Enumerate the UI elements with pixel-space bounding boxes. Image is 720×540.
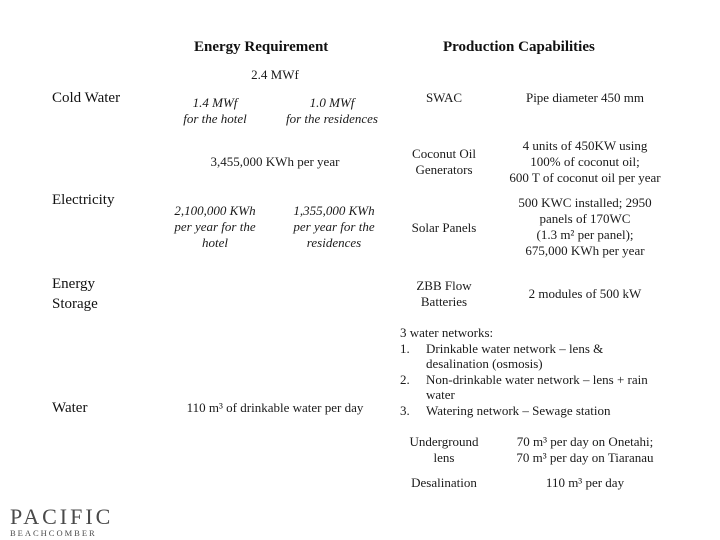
- category-energy-storage: Energy Storage: [52, 274, 98, 314]
- coconut-detail-line1: 4 units of 450KW using: [522, 138, 648, 153]
- category-energy-storage-line2: Storage: [52, 296, 98, 312]
- water-network-item-1-line2: desalination (osmosis): [426, 356, 543, 371]
- electricity-hotel-line2: per year for the: [174, 219, 256, 234]
- electricity-residences-line2: per year for the: [293, 219, 375, 234]
- coconut-detail-line2: 100% of coconut oil;: [530, 154, 640, 169]
- coconut-generators-line1: Coconut Oil: [412, 146, 476, 161]
- coconut-detail-line3: 600 T of coconut oil per year: [509, 170, 661, 185]
- underground-detail-line2: 70 m³ per day on Tiaranau: [516, 450, 654, 465]
- coconut-generators-detail: 4 units of 450KW using 100% of coconut o…: [495, 138, 675, 186]
- water-network-item-1-line1: Drinkable water network – lens &: [426, 340, 604, 356]
- logo-sub: BEACHCOMBER: [10, 528, 97, 538]
- cold-water-residences-value: 1.0 MWf: [309, 95, 355, 110]
- swac-label: SWAC: [425, 90, 463, 105]
- electricity-hotel: 2,100,000 KWh per year for the hotel: [160, 203, 270, 251]
- zbb-line1: ZBB Flow: [416, 278, 472, 293]
- electricity-residences-line1: 1,355,000 KWh: [293, 203, 375, 218]
- underground-lens-label: Underground lens: [396, 434, 492, 466]
- category-electricity: Electricity: [52, 192, 115, 208]
- pacific-beachcomber-logo: PACIFIC BEACHCOMBER: [10, 504, 114, 539]
- solar-detail-line4: 675,000 KWh per year: [525, 243, 645, 258]
- logo-name: PACIFIC: [10, 504, 114, 529]
- cold-water-hotel-value: 1.4 MWf: [192, 95, 238, 110]
- solar-detail-line1: 500 KWC installed; 2950: [518, 195, 652, 210]
- water-network-item-3-number: 3.: [400, 402, 410, 418]
- production-capabilities-header: Production Capabilities: [443, 39, 595, 55]
- category-water: Water: [52, 400, 88, 416]
- water-networks-intro: 3 water networks:: [400, 325, 494, 340]
- electricity-hotel-line3: hotel: [202, 235, 228, 250]
- cold-water-hotel-sub: for the hotel: [183, 111, 247, 126]
- cold-water-hotel: 1.4 MWf for the hotel: [165, 95, 265, 127]
- electricity-residences: 1,355,000 KWh per year for the residence…: [278, 203, 390, 251]
- swac-detail: Pipe diameter 450 mm: [525, 90, 645, 105]
- water-network-item-2-number: 2.: [400, 371, 410, 387]
- cold-water-residences: 1.0 MWf for the residences: [272, 95, 392, 127]
- water-network-item-2-line1: Non-drinkable water network – lens + rai…: [426, 371, 648, 387]
- cold-water-residences-sub: for the residences: [286, 111, 378, 126]
- water-network-item-3-line1: Watering network – Sewage station: [426, 402, 611, 418]
- underground-lens-detail: 70 m³ per day on Onetahi; 70 m³ per day …: [495, 434, 675, 466]
- electricity-total: 3,455,000 KWh per year: [210, 154, 340, 169]
- water-requirement: 110 m³ of drinkable water per day: [186, 400, 364, 415]
- coconut-generators-line2: Generators: [415, 162, 473, 177]
- water-network-item-1: 1. Drinkable water network – lens & desa…: [400, 341, 700, 372]
- zbb-batteries-detail: 2 modules of 500 kW: [528, 286, 642, 301]
- solar-panels-detail: 500 KWC installed; 2950 panels of 170WC …: [495, 195, 675, 259]
- solar-panels-label: Solar Panels: [411, 220, 477, 235]
- zbb-line2: Batteries: [420, 294, 468, 309]
- cold-water-total: 2.4 MWf: [251, 67, 299, 82]
- desalination-label: Desalination: [411, 475, 477, 490]
- solar-detail-line2: panels of 170WC: [539, 211, 631, 226]
- solar-detail-line3: (1.3 m² per panel);: [536, 227, 634, 242]
- water-network-item-2: 2. Non-drinkable water network – lens + …: [400, 372, 700, 403]
- water-networks-list: 3 water networks: 1. Drinkable water net…: [400, 325, 700, 418]
- underground-detail-line1: 70 m³ per day on Onetahi;: [516, 434, 654, 449]
- category-cold-water: Cold Water: [52, 90, 121, 106]
- zbb-batteries-label: ZBB Flow Batteries: [394, 278, 494, 310]
- electricity-residences-line3: residences: [306, 235, 362, 250]
- electricity-hotel-line1: 2,100,000 KWh: [174, 203, 256, 218]
- coconut-generators-label: Coconut Oil Generators: [394, 146, 494, 178]
- energy-requirement-header: Energy Requirement: [194, 39, 329, 55]
- underground-line1: Underground: [409, 434, 479, 449]
- water-network-item-1-number: 1.: [400, 340, 410, 356]
- desalination-detail: 110 m³ per day: [545, 475, 625, 490]
- underground-line2: lens: [433, 450, 455, 465]
- category-energy-storage-line1: Energy: [52, 276, 96, 292]
- water-network-item-3: 3. Watering network – Sewage station: [400, 403, 700, 419]
- water-network-item-2-line2: water: [426, 387, 455, 402]
